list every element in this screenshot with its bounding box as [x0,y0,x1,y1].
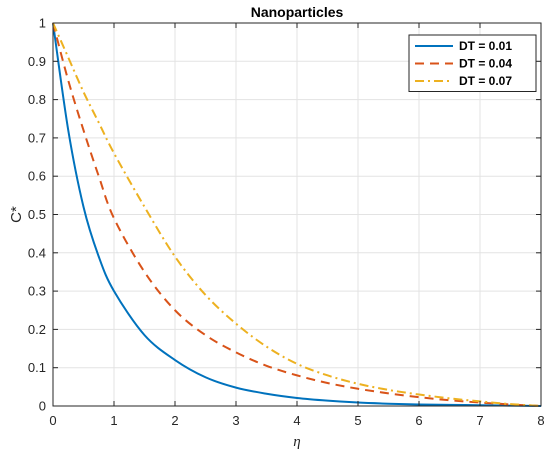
y-axis-label: C* [8,206,25,223]
series-line-1 [52,22,542,407]
legend-label-3: DT = 0.07 [459,74,512,88]
chart-title: Nanoparticles [251,4,344,20]
x-tick-label: 3 [232,413,239,428]
y-tick-label: 0.6 [28,169,46,184]
y-tick-label: 0.8 [28,92,46,107]
series-lines [52,22,542,407]
x-tick-label: 1 [110,413,117,428]
y-tick-label: 1 [39,16,46,31]
x-tick-label: 7 [476,413,483,428]
y-tick-label: 0.1 [28,360,46,375]
x-tick-label: 2 [171,413,178,428]
grid [52,22,542,407]
legend-label-1: DT = 0.01 [459,39,512,53]
x-tick-label: 5 [354,413,361,428]
x-tick-label: 4 [293,413,300,428]
axis-ticks: 0 1 2 3 4 5 6 7 8 0 0.1 0.2 0.3 0.4 0.5 0.6 0.7 0.8 0.9 1 [28,16,545,429]
series-line-2 [52,22,542,407]
y-tick-label: 0.4 [28,245,46,260]
series-line-3 [52,22,542,407]
y-tick-label: 0.9 [28,54,46,69]
x-tick-label: 8 [537,413,544,428]
y-tick-label: 0.2 [28,322,46,337]
y-tick-label: 0 [39,399,46,414]
x-tick-label: 0 [49,413,56,428]
x-tick-label: 6 [415,413,422,428]
y-tick-label: 0.5 [28,207,46,222]
legend-label-2: DT = 0.04 [459,57,512,71]
legend: DT = 0.01 DT = 0.04 DT = 0.07 [408,34,537,92]
y-tick-label: 0.7 [28,130,46,145]
x-axis-label: η [293,434,300,450]
y-tick-label: 0.3 [28,284,46,299]
